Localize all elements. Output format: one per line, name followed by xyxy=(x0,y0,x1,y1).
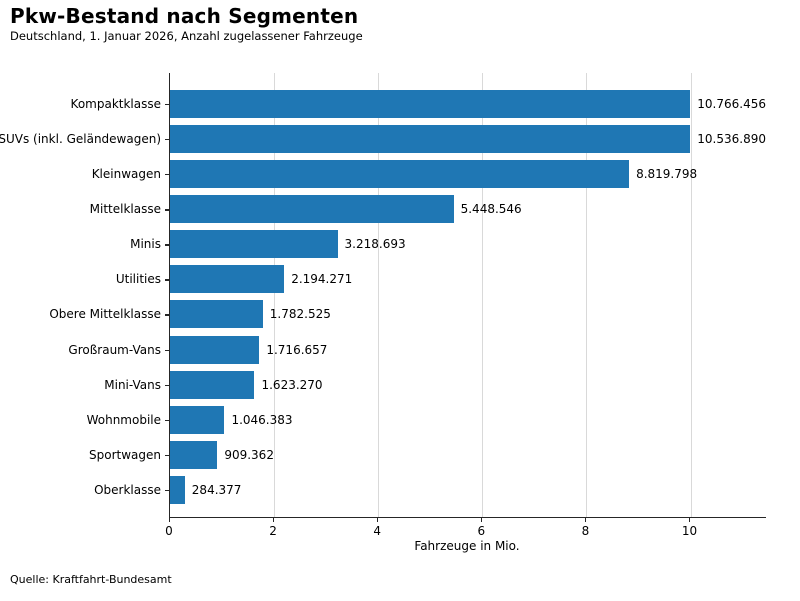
x-tick-label: 8 xyxy=(581,524,590,538)
y-tick-mark xyxy=(164,174,169,176)
x-tick-label: 10 xyxy=(681,524,698,538)
x-tick-label: 2 xyxy=(269,524,277,538)
gridline-2 xyxy=(274,73,276,517)
category-label: SUVs (inkl. Geländewagen) xyxy=(0,132,161,147)
chart-subtitle: Deutschland, 1. Januar 2026, Anzahl zuge… xyxy=(10,29,363,43)
x-tick-label: 0 xyxy=(165,524,173,538)
bar xyxy=(170,440,218,469)
y-tick-mark xyxy=(164,279,169,281)
x-tick-mark xyxy=(376,518,378,522)
y-tick-mark xyxy=(164,349,169,351)
y-tick-mark xyxy=(164,139,169,141)
bar xyxy=(170,125,691,154)
plot-area: Kompaktklasse 10.766.456 SUVs (inkl. Gel… xyxy=(0,73,766,518)
value-label: 909.362 xyxy=(224,447,274,462)
category-label: Wohnmobile xyxy=(86,412,161,427)
bar xyxy=(170,90,691,118)
x-tick-mark xyxy=(584,518,587,522)
x-tick-mark xyxy=(480,518,483,522)
bar-row: Oberklasse 284.377 xyxy=(94,475,766,504)
value-label: 1.782.525 xyxy=(269,307,331,322)
bar xyxy=(170,300,263,329)
source-note: Quelle: Kraftfahrt-Bundesamt xyxy=(10,573,172,586)
bar-row: Mittelklasse 5.448.546 xyxy=(90,195,766,224)
category-label: Kleinwagen xyxy=(91,167,161,182)
chart-title: Pkw-Bestand nach Segmenten xyxy=(10,4,359,28)
bar xyxy=(170,230,338,259)
bar xyxy=(170,265,285,294)
bar-row: Utilities 2.194.271 xyxy=(116,265,766,294)
bar xyxy=(170,160,630,189)
x-axis-label: Fahrzeuge in Mio. xyxy=(414,539,520,553)
category-label: Oberklasse xyxy=(94,482,161,497)
y-tick-mark xyxy=(164,314,169,316)
y-tick-mark xyxy=(164,209,169,211)
bar-row: Wohnmobile 1.046.383 xyxy=(87,405,766,434)
bar-row: Obere Mittelklasse 1.782.525 xyxy=(49,300,766,329)
gridline-8 xyxy=(586,73,588,517)
category-label: Mini-Vans xyxy=(104,377,161,392)
value-label: 284.377 xyxy=(191,482,242,497)
value-label: 3.218.693 xyxy=(344,237,406,252)
bar-rows: Kompaktklasse 10.766.456 SUVs (inkl. Gel… xyxy=(0,73,766,517)
bar-row: Mini-Vans 1.623.270 xyxy=(104,370,766,399)
bar-row: Sportwagen 909.362 xyxy=(89,440,766,469)
value-label: 8.819.798 xyxy=(636,167,698,182)
x-tick-mark xyxy=(272,518,274,522)
x-tick-label: 4 xyxy=(373,524,382,538)
value-label: 1.623.270 xyxy=(261,377,323,392)
y-tick-mark xyxy=(164,489,169,492)
x-tick-mark xyxy=(689,518,691,522)
bar-row: SUVs (inkl. Geländewagen) 10.536.890 xyxy=(0,125,766,154)
category-label: Mittelklasse xyxy=(89,202,161,217)
bar-row: Minis 3.218.693 xyxy=(130,230,766,259)
x-tick-mark xyxy=(168,518,170,522)
gridline-6 xyxy=(482,73,484,517)
y-tick-mark xyxy=(164,104,169,106)
y-tick-mark xyxy=(164,454,169,457)
category-label: Obere Mittelklasse xyxy=(49,307,161,322)
value-label: 1.716.657 xyxy=(266,342,328,357)
value-label: 10.536.890 xyxy=(697,132,766,147)
gridline-4 xyxy=(378,73,380,517)
category-label: Minis xyxy=(130,237,161,252)
bar xyxy=(170,335,260,364)
bar xyxy=(170,370,255,399)
value-label: 2.194.271 xyxy=(291,272,353,287)
value-label: 5.448.546 xyxy=(460,202,522,217)
category-label: Sportwagen xyxy=(89,447,161,462)
gridline-10 xyxy=(690,73,692,517)
y-tick-mark xyxy=(164,419,169,421)
bar xyxy=(170,475,185,504)
category-label: Großraum-Vans xyxy=(68,342,161,357)
bar-row: Kleinwagen 8.819.798 xyxy=(92,160,766,189)
y-tick-mark xyxy=(164,384,169,386)
x-tick-label: 6 xyxy=(477,524,486,538)
x-axis: 0 2 4 6 8 10 xyxy=(165,518,765,540)
bar-row: Kompaktklasse 10.766.456 xyxy=(71,90,766,118)
y-tick-mark xyxy=(164,244,169,246)
value-label: 10.766.456 xyxy=(697,97,766,111)
bar xyxy=(170,195,454,224)
value-label: 1.046.383 xyxy=(231,412,293,427)
category-label: Kompaktklasse xyxy=(70,97,161,111)
bar-row: Großraum-Vans 1.716.657 xyxy=(68,335,766,364)
category-label: Utilities xyxy=(115,272,161,287)
bar xyxy=(170,405,225,434)
